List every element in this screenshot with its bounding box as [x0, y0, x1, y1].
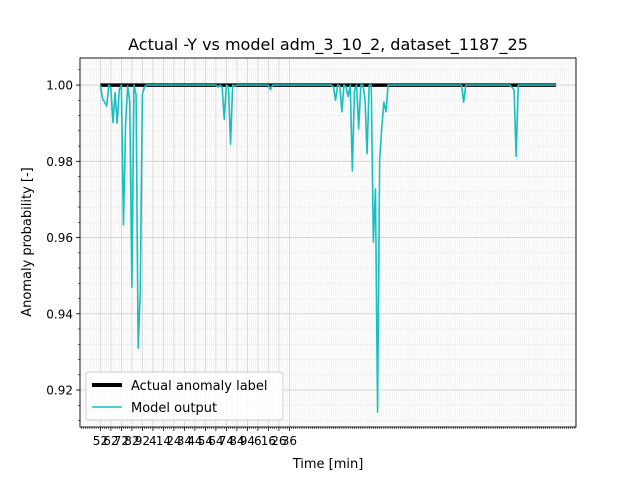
- series-line-model-output: [99, 84, 557, 413]
- x-tick-label: 34: [177, 434, 192, 448]
- x-tick-label: 64: [208, 434, 223, 448]
- x-tick-label: 36: [282, 434, 297, 448]
- x-tick-label: 44: [187, 434, 202, 448]
- x-tick-label: 52: [93, 434, 108, 448]
- x-tick-label: 24: [166, 434, 181, 448]
- chart-title: Actual -Y vs model adm_3_10_2, dataset_1…: [128, 35, 528, 55]
- axes-frame: [79, 57, 577, 428]
- x-tick-label: 26: [271, 434, 286, 448]
- legend-box: [85, 371, 284, 421]
- x-tick-label: 92: [135, 434, 150, 448]
- x-tick-label: 54: [198, 434, 213, 448]
- y-tick-label: 0.96: [46, 231, 73, 245]
- x-tick-label: 14: [156, 434, 171, 448]
- x-tick-label: 74: [219, 434, 234, 448]
- x-tick-label: 72: [114, 434, 129, 448]
- x-tick-label: 62: [103, 434, 118, 448]
- major-grid: [80, 58, 576, 427]
- y-tick-label: 1.00: [46, 79, 73, 93]
- x-tick-label: 84: [229, 434, 244, 448]
- x-tick-label: 82: [124, 434, 139, 448]
- y-axis-label: Anomaly probability [-]: [20, 167, 35, 316]
- x-tick-label: 94: [240, 434, 255, 448]
- legend: Actual anomaly label Model output: [85, 371, 284, 421]
- x-tick-label: 4: [149, 434, 157, 448]
- legend-label-model: Model output: [131, 401, 217, 416]
- series-layer: [99, 83, 557, 413]
- x-tick-label: 16: [261, 434, 276, 448]
- x-tick-label: 6: [254, 434, 262, 448]
- y-tick-label: 0.92: [46, 384, 73, 398]
- y-tick-label: 0.94: [46, 307, 73, 321]
- legend-label-actual: Actual anomaly label: [131, 379, 268, 394]
- y-tick-label: 0.98: [46, 155, 73, 169]
- x-axis-label: Time [min]: [292, 457, 364, 472]
